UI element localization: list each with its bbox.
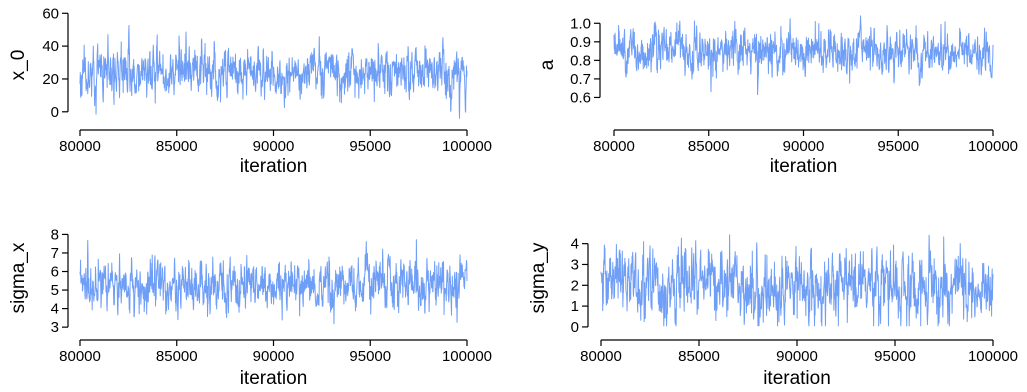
y-tick-label: 4 [51, 301, 59, 318]
y-tick-label: 4 [571, 236, 579, 253]
trace-line [79, 24, 468, 119]
x-axis-title: iteration [240, 368, 308, 389]
x-tick-label: 80000 [59, 138, 101, 155]
y-tick-label: 5 [51, 282, 59, 299]
x-tick-label: 100000 [968, 138, 1018, 155]
y-tick-label: 7 [51, 245, 59, 262]
x-tick-label: 90000 [783, 138, 825, 155]
x-tick-label: 95000 [349, 138, 391, 155]
y-tick-label: 6 [51, 264, 59, 281]
y-axis-title: x_0 [8, 50, 29, 81]
x-tick-label: 90000 [253, 138, 295, 155]
x-tick-label: 80000 [59, 348, 101, 365]
x-tick-label: 95000 [349, 348, 391, 365]
x-tick-label: 100000 [442, 138, 492, 155]
x-tick-label: 90000 [253, 348, 295, 365]
y-tick-label: 20 [42, 71, 59, 88]
y-tick-label: 0 [51, 104, 59, 121]
x-tick-label: 95000 [877, 138, 919, 155]
y-tick-label: 0 [571, 319, 579, 336]
trace-line [600, 234, 994, 327]
y-axis-title: sigma_x [8, 242, 29, 313]
y-tick-label: 60 [42, 5, 59, 22]
y-tick-label: 0.9 [570, 34, 591, 51]
x-tick-label: 90000 [776, 348, 818, 365]
x-tick-label: 85000 [156, 348, 198, 365]
y-tick-label: 40 [42, 38, 59, 55]
y-tick-label: 3 [571, 256, 579, 273]
x-axis-title: iteration [763, 368, 831, 389]
y-tick-label: 3 [51, 319, 59, 336]
x-tick-label: 85000 [678, 348, 720, 365]
panel-a: 80000 85000 90000 95000 100000 0.60.7 0.80.9 1.… [537, 15, 1018, 177]
y-tick-label: 0.6 [570, 89, 591, 106]
x-axis-title: iteration [770, 156, 838, 177]
trace-line [613, 15, 994, 96]
y-tick-label: 1 [571, 298, 579, 315]
y-axis-title: a [537, 59, 558, 70]
panel-sigma-x: 80000 85000 90000 95000 100000345678iteratio… [8, 226, 492, 389]
y-tick-label: 8 [51, 226, 59, 243]
x-axis-title: iteration [240, 156, 308, 177]
y-tick-label: 2 [571, 277, 579, 294]
y-tick-label: 1.0 [570, 15, 591, 32]
panel-sigma-y: 80000 85000 90000 95000 100000 0 1 2 3 4 iteration… [528, 234, 1018, 389]
y-tick-label: 0.8 [570, 52, 591, 69]
x-tick-label: 80000 [593, 138, 635, 155]
y-axis-title: sigma_y [528, 242, 549, 313]
x-tick-label: 80000 [580, 348, 622, 365]
panel-x0: 80000 85000 90000 95000 100000 0 20 40 60 iterati… [8, 5, 492, 177]
x-tick-label: 85000 [156, 138, 198, 155]
y-tick-label: 0.7 [570, 71, 591, 88]
x-tick-label: 95000 [874, 348, 916, 365]
x-tick-label: 85000 [688, 138, 730, 155]
x-tick-label: 100000 [442, 348, 492, 365]
trace-line [79, 239, 468, 325]
x-tick-label: 100000 [968, 348, 1018, 365]
